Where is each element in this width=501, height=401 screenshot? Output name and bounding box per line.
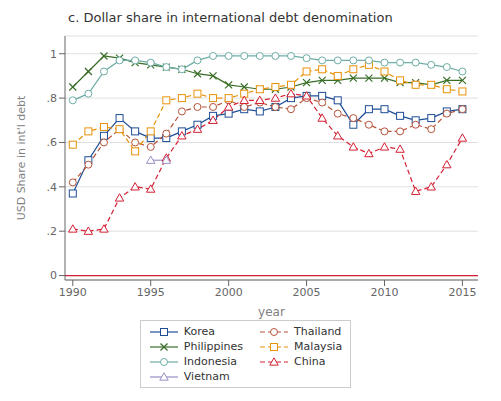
html-text:Thailand: Thailand bbox=[294, 325, 342, 338]
html-text:Indonesia: Indonesia bbox=[183, 355, 237, 368]
svg-text:2010: 2010 bbox=[370, 286, 398, 299]
svg-text:.2: .2 bbox=[47, 225, 58, 238]
html-text:Malaysia: Malaysia bbox=[294, 340, 343, 353]
svg-text:1995: 1995 bbox=[137, 286, 165, 299]
svg-text:0: 0 bbox=[50, 269, 57, 282]
html-text:Vietnam: Vietnam bbox=[183, 370, 230, 383]
svg-text:year: year bbox=[258, 305, 285, 319]
svg-text:2005: 2005 bbox=[293, 286, 321, 299]
html-text:Korea: Korea bbox=[183, 325, 215, 338]
svg-text:2015: 2015 bbox=[448, 286, 476, 299]
svg-text:USD Share in int'l debt: USD Share in int'l debt bbox=[15, 95, 28, 220]
svg-text:.6: .6 bbox=[47, 136, 58, 149]
html-text:China: China bbox=[294, 355, 326, 368]
html-text:Philippines: Philippines bbox=[183, 340, 244, 353]
html-text:c. Dollar share in internation: c. Dollar share in international debt de… bbox=[68, 10, 393, 25]
svg-text:1990: 1990 bbox=[59, 286, 87, 299]
svg-text:.4: .4 bbox=[47, 181, 58, 194]
svg-text:2000: 2000 bbox=[215, 286, 243, 299]
svg-text:1: 1 bbox=[50, 48, 57, 61]
svg-text:.8: .8 bbox=[47, 92, 58, 105]
